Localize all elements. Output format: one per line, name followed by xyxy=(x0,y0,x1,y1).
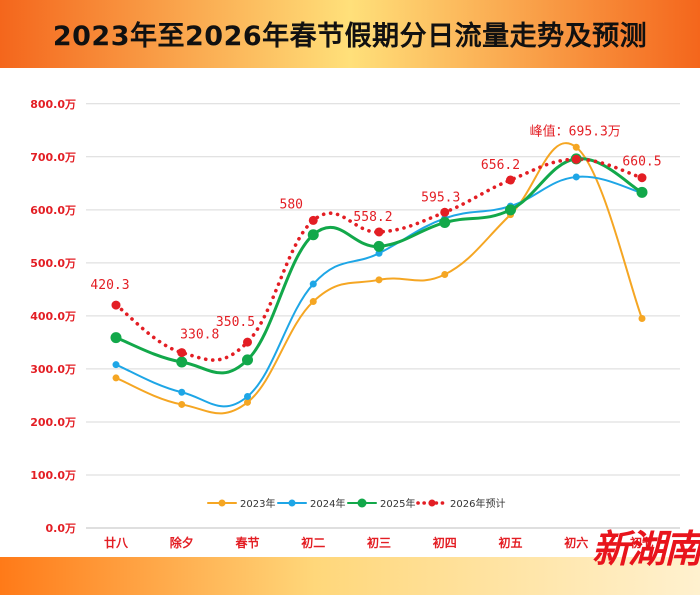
data-label: 660.5 xyxy=(622,155,661,170)
x-tick-label: 初二 xyxy=(301,535,325,550)
series-point-1 xyxy=(178,388,186,396)
data-label: 420.3 xyxy=(90,278,129,293)
title-banner xyxy=(0,0,700,68)
series-point-3 xyxy=(308,215,318,225)
bottom-banner xyxy=(0,557,700,595)
series-point-3 xyxy=(243,337,252,347)
series-point-2 xyxy=(636,186,648,198)
series-point-2 xyxy=(110,332,122,344)
series-point-1 xyxy=(112,361,120,369)
y-tick-label: 600.0万 xyxy=(30,204,76,217)
series-point-0 xyxy=(572,143,580,151)
data-label: 595.3 xyxy=(421,190,460,205)
series-point-1 xyxy=(572,173,580,181)
data-label: 峰值：695.3万 xyxy=(530,123,621,139)
x-tick-label: 初七 xyxy=(630,535,654,550)
legend-label: 2025年 xyxy=(380,497,415,510)
series-point-2 xyxy=(439,217,451,229)
y-tick-label: 100.0万 xyxy=(30,469,76,482)
legend-marker xyxy=(428,499,436,507)
y-tick-label: 0.0万 xyxy=(46,522,77,535)
series-line-1 xyxy=(115,175,643,408)
series-point-3 xyxy=(571,154,581,164)
legend-label: 2023年 xyxy=(240,497,275,510)
series-point-2 xyxy=(176,356,188,368)
series-point-2 xyxy=(373,240,385,252)
x-tick-label: 廿八 xyxy=(104,535,129,550)
legend-marker xyxy=(218,499,226,507)
series-point-0 xyxy=(638,315,646,323)
x-tick-label: 初六 xyxy=(564,535,588,550)
series-point-0 xyxy=(244,398,251,406)
y-tick-label: 200.0万 xyxy=(30,416,76,429)
y-tick-label: 400.0万 xyxy=(30,310,76,323)
legend-marker xyxy=(288,499,296,507)
series-point-0 xyxy=(112,374,120,382)
x-tick-label: 初五 xyxy=(498,535,522,550)
legend-marker xyxy=(357,498,367,508)
x-tick-label: 初四 xyxy=(433,535,457,550)
x-tick-label: 春节 xyxy=(234,535,259,550)
x-tick-label: 初三 xyxy=(367,535,391,550)
legend-label: 2026年预计 xyxy=(450,497,505,510)
series-point-1 xyxy=(309,280,317,288)
y-tick-label: 300.0万 xyxy=(30,363,76,376)
legend-label: 2024年 xyxy=(310,497,345,510)
data-label: 580 xyxy=(280,197,303,212)
data-label: 656.2 xyxy=(481,158,520,173)
series-point-2 xyxy=(505,204,516,216)
series-point-3 xyxy=(440,207,450,217)
y-tick-label: 800.0万 xyxy=(30,98,76,111)
series-point-3 xyxy=(506,175,515,185)
series-point-0 xyxy=(309,298,317,306)
data-label: 558.2 xyxy=(353,210,392,225)
data-label: 350.5 xyxy=(216,315,255,330)
watermark-logo: 新湖南 xyxy=(592,526,700,571)
series-point-2 xyxy=(242,354,253,366)
series-point-0 xyxy=(375,276,383,284)
y-tick-label: 700.0万 xyxy=(30,151,76,164)
series-point-2 xyxy=(307,229,319,241)
series-point-3 xyxy=(111,300,121,310)
series-point-3 xyxy=(177,348,187,358)
x-tick-label: 除夕 xyxy=(170,535,194,550)
series-point-3 xyxy=(637,173,647,183)
y-tick-label: 500.0万 xyxy=(30,257,76,270)
data-label: 330.8 xyxy=(180,328,219,343)
series-point-0 xyxy=(178,400,186,408)
series-point-1 xyxy=(244,392,251,400)
series-line-2 xyxy=(114,157,644,375)
series-point-3 xyxy=(374,227,384,237)
series-point-0 xyxy=(441,271,449,279)
chart-title: 2023年至2026年春节假期分日流量走势及预测 xyxy=(52,21,648,52)
